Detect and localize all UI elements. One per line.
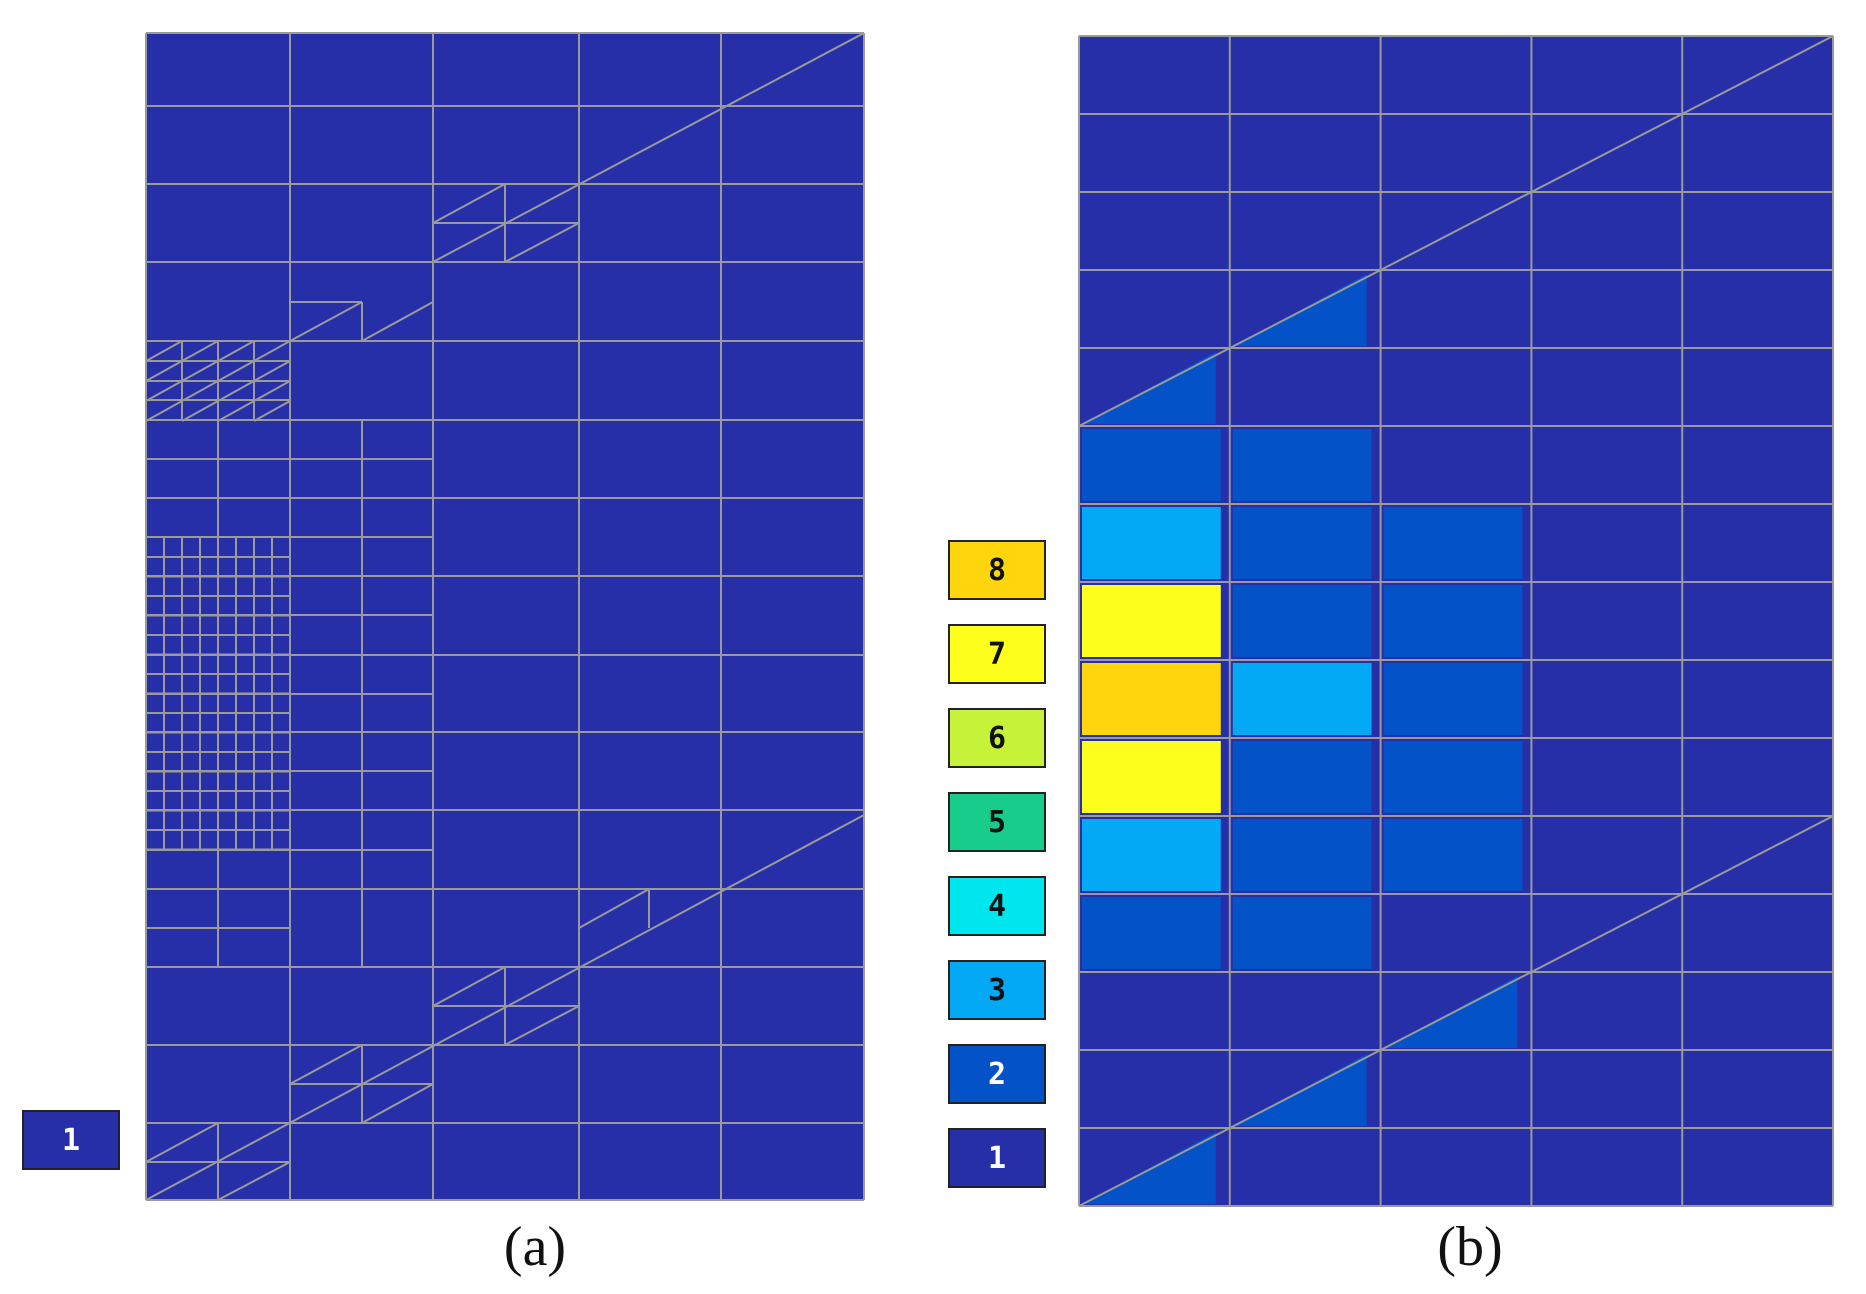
level-cell-2 <box>1082 429 1221 501</box>
mesh-fine-diagonal <box>217 1161 291 1201</box>
mesh-fine-diagonal <box>217 400 255 422</box>
mesh-fine-diagonal <box>361 301 434 342</box>
mesh-fine-diagonal <box>181 360 219 382</box>
mesh-fine-diagonal <box>145 340 183 362</box>
legend-swatch-2: 2 <box>948 1044 1046 1104</box>
level-cell-2 <box>1383 741 1523 813</box>
panel-a-caption: (a) <box>503 1216 567 1278</box>
legend-swatch-6: 6 <box>948 708 1046 768</box>
level-cell-2 <box>1232 897 1372 969</box>
level-cell-2 <box>1383 507 1523 579</box>
panel-a-mesh <box>145 32 865 1201</box>
mesh-fine-diagonal <box>217 340 255 362</box>
mesh-fine-diagonal <box>432 183 506 224</box>
mesh-fine-diagonal <box>145 360 183 382</box>
panel-b-mesh <box>1078 35 1834 1207</box>
level-wedge-2 <box>1083 1132 1216 1204</box>
mesh-fine-diagonal <box>504 1005 580 1046</box>
mesh-fine-diagonal <box>253 340 291 362</box>
legend-swatch-3: 3 <box>948 960 1046 1020</box>
level-cell-2 <box>1232 429 1372 501</box>
legend-swatch-1: 1 <box>22 1110 120 1170</box>
mesh-fine-diagonal <box>217 360 255 382</box>
level-cell-2 <box>1383 819 1523 891</box>
level-cell-2 <box>1232 741 1372 813</box>
level-cell-8 <box>1082 663 1221 735</box>
mesh-fine-diagonal <box>253 380 291 402</box>
level-cell-7 <box>1082 741 1221 813</box>
mesh-fine-diagonal <box>145 400 183 422</box>
level-cell-2 <box>1383 585 1523 657</box>
mesh-fine-diagonal <box>181 400 219 422</box>
mesh-fine-diagonal <box>432 966 506 1007</box>
mesh-fine-diagonal <box>181 380 219 402</box>
mesh-fine-diagonal <box>289 1044 363 1085</box>
mesh-diagonal-upper <box>1078 35 1834 427</box>
mesh-fine-diagonal <box>181 340 219 362</box>
mesh-fine-diagonal <box>145 1122 219 1163</box>
mesh-fine-diagonal <box>289 301 363 342</box>
level-cell-2 <box>1232 507 1372 579</box>
legend-swatch-8: 8 <box>948 540 1046 600</box>
legend-swatch-4: 4 <box>948 876 1046 936</box>
level-cell-3 <box>1082 819 1221 891</box>
level-cell-3 <box>1082 507 1221 579</box>
level-wedge-2 <box>1083 352 1216 424</box>
level-cell-2 <box>1232 819 1372 891</box>
level-cell-3 <box>1232 663 1372 735</box>
legend-swatch-7: 7 <box>948 624 1046 684</box>
panel-b-caption: (b) <box>1437 1216 1503 1278</box>
mesh-fine-diagonal <box>361 1083 434 1124</box>
mesh-fine-diagonal <box>217 380 255 402</box>
level-cell-2 <box>1232 585 1372 657</box>
mesh-fine-diagonal <box>504 222 580 263</box>
level-wedge-2 <box>1233 1054 1367 1126</box>
level-cell-2 <box>1383 663 1523 735</box>
mesh-fine-diagonal <box>253 360 291 382</box>
mesh-diagonal-lower <box>1078 815 1834 1207</box>
mesh-fine-diagonal <box>578 888 650 929</box>
legend-swatch-5: 5 <box>948 792 1046 852</box>
mesh-fine-diagonal <box>145 380 183 402</box>
level-wedge-2 <box>1233 274 1367 346</box>
legend-swatch-1: 1 <box>948 1128 1046 1188</box>
level-cell-7 <box>1082 585 1221 657</box>
level-cell-2 <box>1082 897 1221 969</box>
mesh-fine-diagonal <box>253 400 291 422</box>
